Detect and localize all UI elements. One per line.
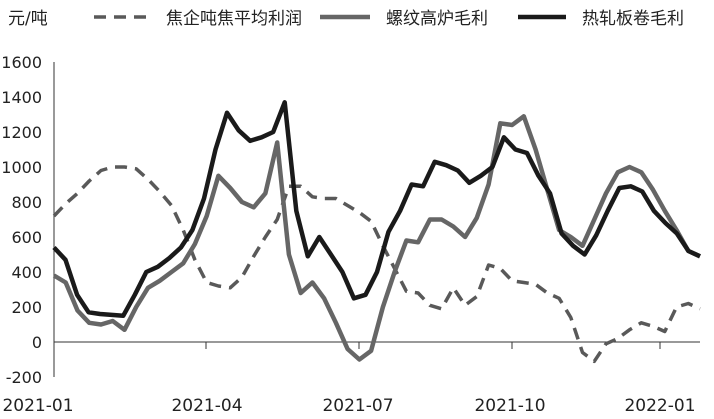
x-tick-label: 2021-01 — [2, 396, 73, 416]
legend-label-hrc-margin: 热轧板卷毛利 — [582, 9, 684, 29]
series-layer — [52, 100, 701, 364]
y-tick-label: 1600 — [1, 53, 42, 72]
y-tick-label: 200 — [11, 298, 42, 317]
x-tick-label: 2022-01 — [624, 396, 695, 416]
x-axis-ticks: 2021-01 2021-04 2021-07 2021-10 2022-01 — [2, 342, 696, 416]
x-tick-label: 2021-10 — [474, 396, 545, 416]
y-tick-label: 400 — [11, 263, 42, 282]
series-line-hrc-margin — [52, 100, 701, 319]
y-tick-label: 1400 — [1, 88, 42, 107]
x-tick-label: 2021-07 — [322, 396, 393, 416]
legend-label-coke-profit: 焦企吨焦平均利润 — [166, 9, 302, 29]
y-tick-label: -200 — [6, 368, 42, 387]
y-tick-label: 0 — [32, 333, 42, 352]
x-tick-label: 2021-04 — [171, 396, 242, 416]
axes — [53, 62, 700, 377]
legend: 焦企吨焦平均利润 螺纹高炉毛利 热轧板卷毛利 — [94, 9, 684, 29]
y-tick-label: 1200 — [1, 123, 42, 142]
series-line-rebar-margin — [52, 114, 701, 362]
y-tick-label: 1000 — [1, 158, 42, 177]
y-tick-label: 600 — [11, 228, 42, 247]
series-line-coke-profit — [52, 165, 701, 364]
y-axis-unit-label: 元/吨 — [8, 9, 48, 29]
legend-label-rebar-margin: 螺纹高炉毛利 — [386, 9, 488, 29]
y-axis-ticks: -200 0 200 400 600 800 1000 1200 1400 1600 — [1, 53, 42, 387]
y-tick-label: 800 — [11, 193, 42, 212]
